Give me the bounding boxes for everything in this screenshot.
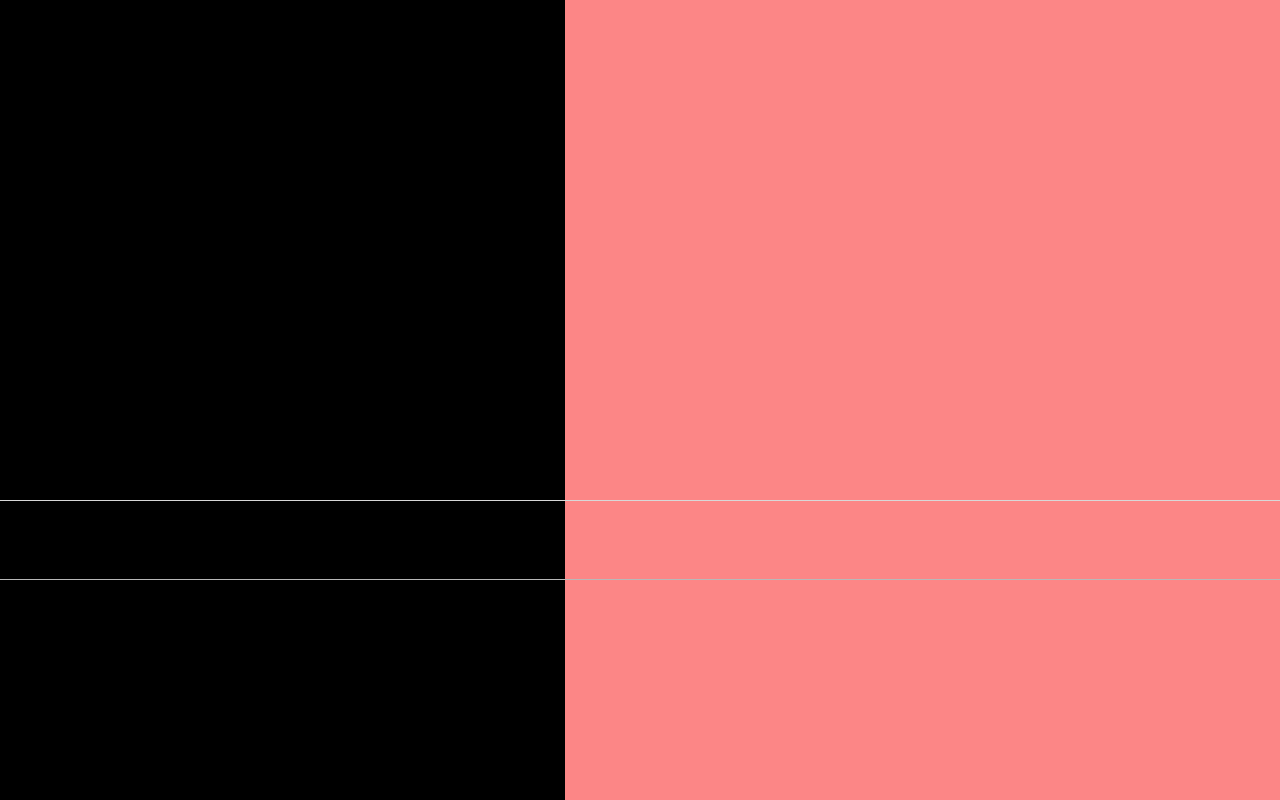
right-pane: [565, 0, 1280, 800]
bottom-divider: [0, 579, 1280, 580]
left-pane: [0, 0, 565, 800]
top-divider: [0, 500, 1280, 501]
